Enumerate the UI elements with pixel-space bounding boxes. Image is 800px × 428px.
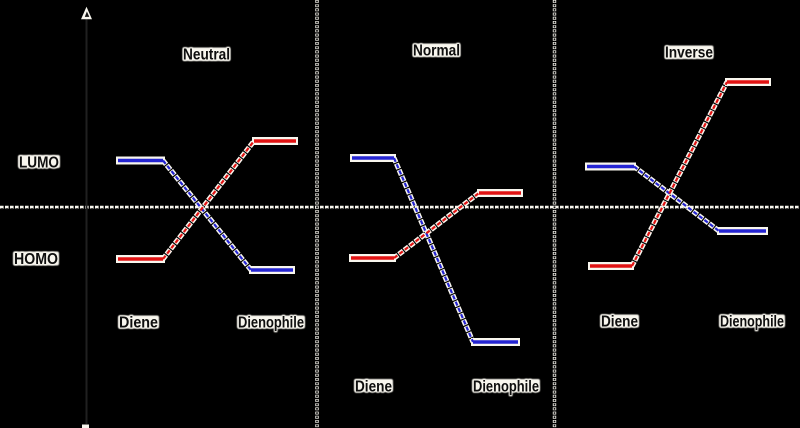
svg-text:Inverse: Inverse bbox=[665, 45, 713, 62]
svg-text:Diene: Diene bbox=[355, 378, 392, 395]
svg-text:Dienophile: Dienophile bbox=[238, 315, 304, 332]
svg-text:Normal: Normal bbox=[413, 43, 460, 60]
svg-text:Normal: Normal bbox=[413, 43, 460, 60]
svg-text:Neutral: Neutral bbox=[183, 47, 230, 64]
svg-text:HOMO: HOMO bbox=[14, 251, 58, 268]
svg-text:Diene: Diene bbox=[601, 314, 638, 331]
svg-text:Inverse: Inverse bbox=[665, 45, 713, 62]
svg-text:Diene: Diene bbox=[119, 315, 158, 332]
svg-text:Dienophile: Dienophile bbox=[473, 378, 539, 395]
svg-text:Diene: Diene bbox=[601, 314, 638, 331]
svg-text:Neutral: Neutral bbox=[183, 47, 230, 64]
svg-text:Dienophile: Dienophile bbox=[720, 314, 784, 331]
svg-text:LUMO: LUMO bbox=[19, 154, 59, 171]
svg-text:HOMO: HOMO bbox=[14, 251, 58, 268]
svg-text:Diene: Diene bbox=[355, 378, 392, 395]
svg-text:LUMO: LUMO bbox=[19, 154, 59, 171]
svg-text:Dienophile: Dienophile bbox=[473, 378, 539, 395]
svg-text:Diene: Diene bbox=[119, 315, 158, 332]
svg-text:Dienophile: Dienophile bbox=[238, 315, 304, 332]
svg-text:Dienophile: Dienophile bbox=[720, 314, 784, 331]
